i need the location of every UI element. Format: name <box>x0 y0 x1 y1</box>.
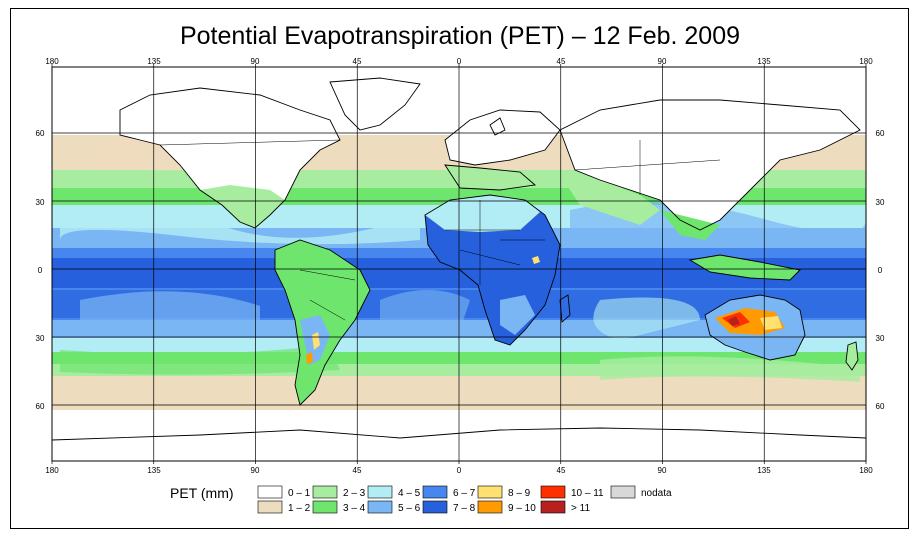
lon-tick-label: 180 <box>45 57 59 66</box>
legend-item-label: > 11 <box>571 503 590 514</box>
lat-tick-label: 60 <box>36 402 45 411</box>
legend-swatch <box>257 500 283 514</box>
legend-swatch <box>257 485 283 499</box>
legend-item-label: 6 – 7 <box>453 488 476 499</box>
legend-swatch <box>477 500 503 514</box>
lat-tick-label: 60 <box>876 402 885 411</box>
lat-ticks-right: 60 30 0 30 60 <box>876 129 885 411</box>
legend-item-label: 1 – 2 <box>288 503 311 514</box>
lon-ticks-bottom: 180 135 90 45 0 45 90 135 180 <box>45 466 873 475</box>
lat-tick-label: 60 <box>876 129 885 138</box>
legend-item-label: 7 – 8 <box>453 503 476 514</box>
legend-swatch <box>477 485 503 499</box>
legend-swatch <box>367 485 393 499</box>
legend-swatch <box>540 500 566 514</box>
lon-tick-label: 135 <box>147 466 161 475</box>
lon-tick-label: 90 <box>251 466 260 475</box>
legend-swatch <box>540 485 566 499</box>
legend: PET (mm) 0 – 1 1 – 2 2 – 3 3 – 4 4 – 5 5… <box>170 485 672 514</box>
legend-swatch <box>422 485 448 499</box>
lat-tick-label: 30 <box>36 198 45 207</box>
legend-swatch <box>312 485 338 499</box>
lon-tick-label: 45 <box>557 57 566 66</box>
legend-item-label: nodata <box>641 488 672 499</box>
legend-item-label: 9 – 10 <box>508 503 536 514</box>
lon-tick-label: 135 <box>757 466 771 475</box>
graticule <box>51 64 867 464</box>
lat-ticks-left: 60 30 0 30 60 <box>36 129 45 411</box>
legend-item-label: 3 – 4 <box>343 503 366 514</box>
lon-tick-label: 0 <box>457 57 462 66</box>
legend-item-label: 10 – 11 <box>571 488 604 499</box>
legend-item-label: 5 – 6 <box>398 503 421 514</box>
lon-tick-label: 90 <box>251 57 260 66</box>
lat-tick-label: 30 <box>876 198 885 207</box>
legend-swatch <box>610 485 636 499</box>
lon-tick-label: 135 <box>147 57 161 66</box>
lat-tick-label: 0 <box>878 266 883 275</box>
lon-tick-label: 0 <box>457 466 462 475</box>
lat-tick-label: 60 <box>36 129 45 138</box>
lon-tick-label: 180 <box>45 466 59 475</box>
lat-tick-label: 30 <box>876 334 885 343</box>
lat-tick-label: 0 <box>38 266 43 275</box>
legend-item-label: 0 – 1 <box>288 488 311 499</box>
legend-swatch <box>312 500 338 514</box>
lon-tick-label: 45 <box>353 57 362 66</box>
lon-tick-label: 180 <box>859 466 873 475</box>
lon-tick-label: 180 <box>859 57 873 66</box>
lon-tick-label: 45 <box>353 466 362 475</box>
legend-item-label: 4 – 5 <box>398 488 421 499</box>
map-title: Potential Evapotranspiration (PET) – 12 … <box>179 22 741 50</box>
lon-tick-label: 45 <box>557 466 566 475</box>
legend-swatch <box>367 500 393 514</box>
legend-swatch <box>422 500 448 514</box>
legend-item-label: 8 – 9 <box>508 488 531 499</box>
legend-title: PET (mm) <box>170 485 234 501</box>
map-border <box>51 66 867 462</box>
lon-ticks-top: 180 135 90 45 0 45 90 135 180 <box>45 57 873 66</box>
lat-tick-label: 30 <box>36 334 45 343</box>
lon-tick-label: 90 <box>658 57 667 66</box>
lon-tick-label: 90 <box>658 466 667 475</box>
lon-tick-label: 135 <box>757 57 771 66</box>
legend-item-label: 2 – 3 <box>343 488 366 499</box>
